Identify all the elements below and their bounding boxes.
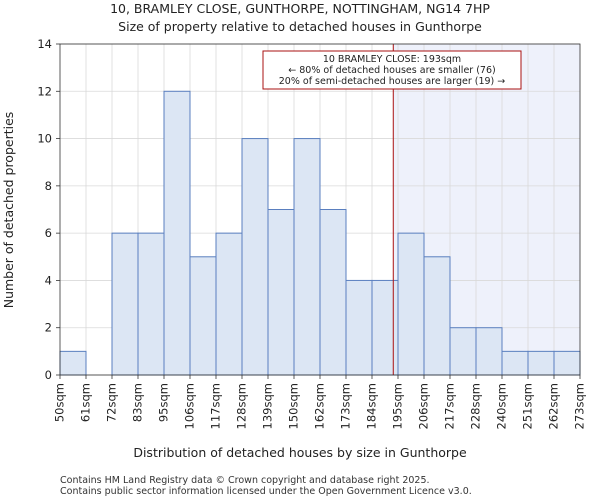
y-tick-label: 14 xyxy=(37,37,52,51)
x-axis-label: Distribution of detached houses by size … xyxy=(133,445,467,460)
x-tick-label: 139sqm xyxy=(261,383,275,429)
annotation-line-3: 20% of semi-detached houses are larger (… xyxy=(279,76,506,87)
x-tick-label: 228sqm xyxy=(469,383,483,429)
bars xyxy=(59,90,581,376)
footer-line-1: Contains HM Land Registry data © Crown c… xyxy=(60,475,430,486)
x-axis: 50sqm 61sqm 72sqm 83sqm 95sqm 106sqm 117sqm 128… xyxy=(53,375,587,429)
x-tick-label: 150sqm xyxy=(287,383,301,429)
y-tick-label: 8 xyxy=(45,179,52,193)
bar xyxy=(137,232,165,376)
bar xyxy=(319,209,347,376)
footer-line-2: Contains public sector information licen… xyxy=(60,486,472,497)
y-axis-label: Number of detached properties xyxy=(1,112,16,309)
bar xyxy=(475,327,503,376)
x-tick-label: 50sqm xyxy=(53,383,67,422)
y-tick-label: 2 xyxy=(45,321,52,335)
bar xyxy=(371,279,399,376)
annotation-box: 10 BRAMLEY CLOSE: 193sqm ← 80% of detach… xyxy=(262,50,522,90)
bar xyxy=(293,138,321,376)
chart-title: 10, BRAMLEY CLOSE, GUNTHORPE, NOTTINGHAM… xyxy=(110,1,490,16)
x-tick-label: 83sqm xyxy=(131,383,145,422)
y-tick-label: 6 xyxy=(45,226,52,240)
y-tick-label: 4 xyxy=(45,273,52,287)
y-axis: 0 2 4 6 8 10 12 14 xyxy=(37,37,60,382)
bar xyxy=(111,232,139,376)
y-tick-label: 12 xyxy=(37,84,52,98)
bar xyxy=(423,256,451,376)
annotation-line-1: 10 BRAMLEY CLOSE: 193sqm xyxy=(323,54,461,65)
bar xyxy=(397,232,425,376)
annotation-line-2: ← 80% of detached houses are smaller (76… xyxy=(288,65,495,76)
bar xyxy=(449,327,477,376)
x-tick-label: 217sqm xyxy=(443,383,457,429)
x-tick-label: 251sqm xyxy=(521,383,535,429)
y-tick-label: 10 xyxy=(37,132,52,146)
bar xyxy=(163,90,191,376)
x-tick-label: 162sqm xyxy=(313,383,327,429)
x-tick-label: 240sqm xyxy=(495,383,509,429)
x-tick-label: 128sqm xyxy=(235,383,249,429)
x-tick-label: 262sqm xyxy=(547,383,561,429)
bar xyxy=(189,256,217,376)
bar xyxy=(215,232,243,376)
bar xyxy=(501,350,529,376)
x-tick-label: 206sqm xyxy=(417,383,431,429)
y-tick-label: 0 xyxy=(45,368,52,382)
x-tick-label: 72sqm xyxy=(105,383,119,422)
x-tick-label: 173sqm xyxy=(339,383,353,429)
x-tick-label: 61sqm xyxy=(79,383,93,422)
x-tick-label: 195sqm xyxy=(391,383,405,429)
chart-subtitle: Size of property relative to detached ho… xyxy=(118,19,482,34)
bar xyxy=(527,350,555,376)
bar xyxy=(241,138,269,376)
x-tick-label: 117sqm xyxy=(209,383,223,429)
bar xyxy=(345,279,373,376)
bar xyxy=(267,209,295,376)
x-tick-label: 184sqm xyxy=(365,383,379,429)
bar xyxy=(59,350,87,376)
x-tick-label: 106sqm xyxy=(183,383,197,429)
x-tick-label: 273sqm xyxy=(573,383,587,429)
x-tick-label: 95sqm xyxy=(157,383,171,422)
bar xyxy=(553,350,581,376)
